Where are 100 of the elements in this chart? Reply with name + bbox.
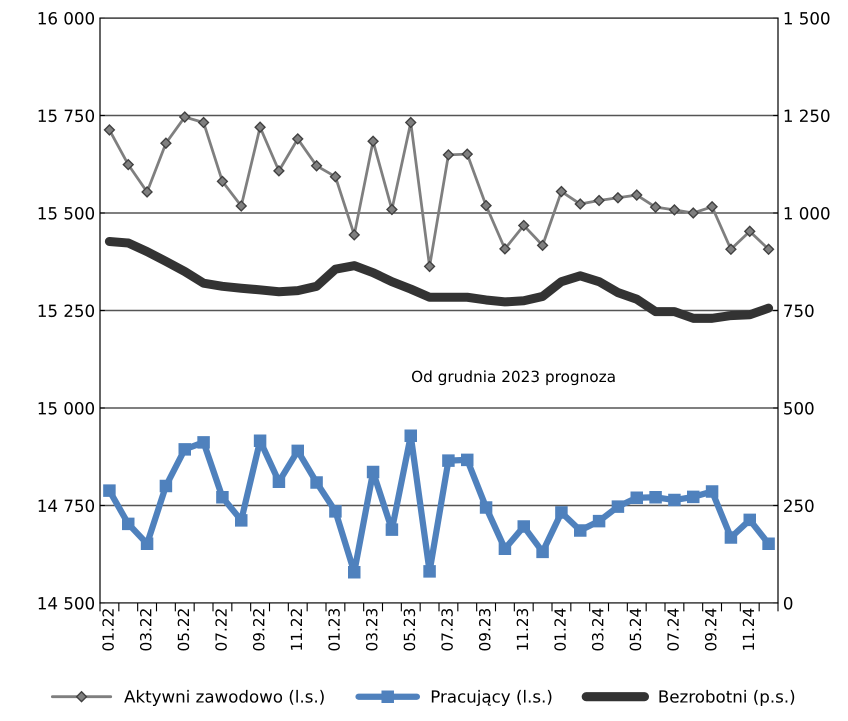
point	[348, 566, 360, 578]
point	[706, 201, 718, 212]
point	[216, 176, 228, 188]
y2-tick-label: 250	[784, 499, 814, 512]
point	[592, 514, 606, 528]
point	[235, 514, 248, 527]
x-tick-label: 09.23	[478, 608, 491, 650]
point	[649, 491, 662, 504]
point	[272, 475, 286, 488]
point	[650, 202, 662, 213]
point	[442, 149, 454, 160]
point	[254, 122, 266, 133]
point	[160, 138, 172, 149]
point	[744, 226, 756, 237]
point	[631, 189, 642, 201]
x-tick-label: 07.23	[441, 608, 453, 650]
x-tick-label: 11.24	[742, 608, 754, 650]
point	[724, 531, 738, 544]
point	[103, 484, 116, 497]
point	[198, 116, 210, 128]
point	[725, 244, 737, 255]
point	[442, 454, 455, 467]
point	[179, 111, 190, 123]
y2-tick-label: 0	[784, 596, 792, 610]
point	[348, 229, 360, 240]
point	[762, 537, 775, 550]
x-tick-label: 01.22	[102, 609, 114, 650]
legend-label: Aktywni zawodowo (l.s.)	[124, 690, 324, 706]
point	[536, 240, 548, 251]
point	[367, 136, 379, 147]
point	[122, 159, 134, 170]
point	[292, 444, 304, 458]
y2-tick-label: 1 500	[784, 12, 830, 25]
point	[236, 200, 247, 212]
y2-tick-label: 500	[784, 402, 814, 415]
x-tick-label: 05.22	[178, 609, 190, 650]
point	[330, 171, 342, 182]
y-tick-label: 15 000	[38, 402, 94, 415]
x-tick-label: 07.24	[667, 608, 679, 650]
point	[498, 542, 512, 556]
point	[668, 204, 680, 216]
point	[273, 165, 285, 176]
point	[762, 244, 774, 255]
point	[574, 524, 586, 537]
x-tick-label: 03.24	[592, 608, 604, 650]
point	[706, 485, 718, 498]
point	[216, 491, 229, 504]
x-tick-label: 05.23	[404, 608, 416, 650]
point	[612, 500, 624, 513]
point	[122, 518, 134, 530]
point	[461, 454, 474, 466]
point	[630, 491, 643, 504]
point	[292, 133, 304, 145]
point	[556, 186, 568, 198]
point	[160, 480, 172, 492]
point	[386, 523, 398, 536]
point	[405, 116, 416, 128]
point	[366, 466, 380, 478]
point	[668, 494, 681, 506]
point	[329, 505, 342, 518]
y-tick-label: 16 000	[38, 12, 94, 25]
annotation: Od grudnia 2023 prognoza	[412, 370, 615, 386]
x-tick-label: 03.22	[140, 609, 152, 650]
y-tick-label: 15 250	[38, 304, 94, 318]
point	[480, 200, 492, 212]
point	[574, 198, 586, 210]
x-tick-label: 05.24	[630, 608, 642, 650]
x-tick-label: 11.23	[516, 608, 528, 650]
point	[518, 220, 530, 232]
legend-label: Bezrobotni (p.s.)	[659, 690, 794, 706]
y-tick-label: 14 750	[38, 499, 94, 512]
y-tick-label: 14 500	[38, 596, 94, 610]
x-tick-label: 01.23	[328, 608, 340, 650]
x-tick-label: 11.22	[290, 609, 302, 650]
point	[178, 443, 191, 456]
y-tick-label: 15 500	[38, 206, 94, 220]
point	[462, 148, 473, 160]
point	[688, 207, 699, 219]
point	[593, 194, 605, 206]
y-tick-label: 15 750	[38, 109, 94, 122]
point	[254, 434, 266, 448]
point	[141, 186, 153, 198]
point	[310, 160, 322, 172]
point	[404, 429, 417, 442]
x-tick-label: 09.22	[252, 609, 265, 650]
point	[310, 476, 323, 489]
legend-label: Pracujący (l.s.)	[432, 690, 552, 706]
x-tick-label: 07.22	[215, 609, 227, 650]
point	[518, 520, 530, 533]
point	[480, 501, 492, 514]
x-tick-label: 09.24	[704, 608, 717, 650]
point	[140, 537, 154, 550]
point	[612, 192, 624, 204]
x-tick-label: 03.23	[366, 608, 378, 650]
point	[499, 243, 511, 254]
point	[687, 490, 700, 504]
y2-tick-label: 750	[784, 304, 814, 318]
point	[555, 506, 568, 519]
y2-tick-label: 1 250	[784, 109, 830, 122]
y2-tick-label: 1 000	[784, 206, 830, 220]
